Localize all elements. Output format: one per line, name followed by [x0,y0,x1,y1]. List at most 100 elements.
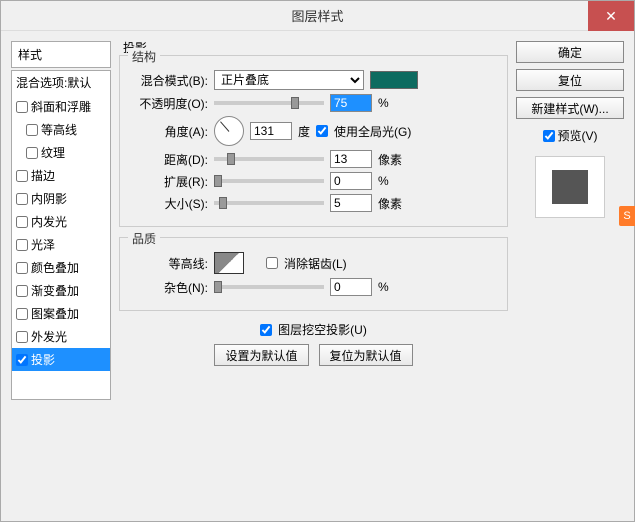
sidebar-blending-options[interactable]: 混合选项:默认 [12,71,110,95]
contour-row: 等高线: 消除锯齿(L) [130,252,497,274]
close-button[interactable]: ✕ [588,1,634,31]
sidebar-item-label: 光泽 [31,236,55,253]
sidebar-item-checkbox[interactable] [16,239,28,251]
preview-swatch [552,170,588,204]
opacity-label: 不透明度(O): [130,95,208,112]
angle-degrees: 度 [298,123,310,140]
sidebar-item-checkbox[interactable] [16,216,28,228]
sidebar-item[interactable]: 斜面和浮雕 [12,95,110,118]
size-slider[interactable] [214,201,324,205]
global-light-checkbox[interactable] [316,125,328,137]
sidebar-item[interactable]: 内阴影 [12,187,110,210]
blend-mode-row: 混合模式(B): 正片叠底 [130,70,497,90]
sidebar-item-checkbox[interactable] [16,285,28,297]
sidebar-item[interactable]: 描边 [12,164,110,187]
distance-slider[interactable] [214,157,324,161]
sidebar-item-checkbox[interactable] [16,308,28,320]
distance-input[interactable] [330,150,372,168]
sidebar-item[interactable]: 投影 [12,348,110,371]
dialog-window: 图层样式 ✕ S 样式 混合选项:默认 斜面和浮雕等高线纹理描边内阴影内发光光泽… [0,0,635,522]
sidebar-item-label: 描边 [31,167,55,184]
quality-label: 品质 [128,230,160,247]
noise-slider[interactable] [214,285,324,289]
blend-mode-label: 混合模式(B): [130,72,208,89]
distance-label: 距离(D): [130,151,208,168]
sidebar-item-label: 内阴影 [31,190,67,207]
preview-label: 预览(V) [558,127,598,144]
antialias-checkbox[interactable] [266,257,278,269]
spread-slider[interactable] [214,179,324,183]
knockout-checkbox[interactable] [260,324,272,336]
sidebar-item[interactable]: 纹理 [12,141,110,164]
sidebar-item-label: 斜面和浮雕 [31,98,91,115]
angle-input[interactable] [250,122,292,140]
main-panel: 投影 结构 混合模式(B): 正片叠底 不透明度(O): % 角度(A): [119,41,508,511]
new-style-button[interactable]: 新建样式(W)... [516,97,624,119]
sidebar-item[interactable]: 颜色叠加 [12,256,110,279]
spread-label: 扩展(R): [130,173,208,190]
sidebar-item-label: 渐变叠加 [31,282,79,299]
size-label: 大小(S): [130,195,208,212]
contour-picker[interactable] [214,252,244,274]
spread-row: 扩展(R): % [130,172,497,190]
sidebar-item-label: 内发光 [31,213,67,230]
distance-row: 距离(D): 像素 [130,150,497,168]
size-row: 大小(S): 像素 [130,194,497,212]
noise-label: 杂色(N): [130,279,208,296]
reset-default-button[interactable]: 复位为默认值 [319,344,413,366]
sidebar-item-checkbox[interactable] [16,262,28,274]
noise-input[interactable] [330,278,372,296]
sidebar-item-checkbox[interactable] [16,331,28,343]
sidebar-item[interactable]: 图案叠加 [12,302,110,325]
titlebar: 图层样式 ✕ [1,1,634,31]
opacity-unit: % [378,96,406,110]
sidebar-item[interactable]: 等高线 [12,118,110,141]
size-input[interactable] [330,194,372,212]
sidebar-item[interactable]: 渐变叠加 [12,279,110,302]
opacity-row: 不透明度(O): % [130,94,497,112]
knockout-label: 图层挖空投影(U) [278,321,367,338]
sidebar-item-label: 颜色叠加 [31,259,79,276]
antialias-label: 消除锯齿(L) [284,255,347,272]
shadow-color-swatch[interactable] [370,71,418,89]
noise-row: 杂色(N): % [130,278,497,296]
sidebar-item[interactable]: 内发光 [12,210,110,233]
knockout-row: 图层挖空投影(U) [119,321,508,338]
structure-label: 结构 [128,48,160,65]
content-area: 样式 混合选项:默认 斜面和浮雕等高线纹理描边内阴影内发光光泽颜色叠加渐变叠加图… [1,31,634,521]
size-unit: 像素 [378,195,406,212]
sidebar-item-label: 等高线 [41,121,77,138]
sidebar-item-checkbox[interactable] [16,354,28,366]
right-column: 确定 复位 新建样式(W)... 预览(V) [516,41,624,511]
blend-mode-select[interactable]: 正片叠底 [214,70,364,90]
angle-row: 角度(A): 度 使用全局光(G) [130,116,497,146]
sidebar-item-checkbox[interactable] [16,170,28,182]
sidebar-item-checkbox[interactable] [26,147,38,159]
preview-box [535,156,605,218]
sidebar-header: 样式 [11,41,111,68]
dialog-title: 图层样式 [291,6,343,25]
noise-unit: % [378,280,406,294]
defaults-row: 设置为默认值 复位为默认值 [119,344,508,366]
contour-label: 等高线: [130,255,208,272]
preview-row: 预览(V) [516,127,624,144]
set-default-button[interactable]: 设置为默认值 [214,344,308,366]
angle-dial[interactable] [214,116,244,146]
spread-input[interactable] [330,172,372,190]
sidebar-item-checkbox[interactable] [16,193,28,205]
styles-sidebar: 样式 混合选项:默认 斜面和浮雕等高线纹理描边内阴影内发光光泽颜色叠加渐变叠加图… [11,41,111,511]
ok-button[interactable]: 确定 [516,41,624,63]
cancel-button[interactable]: 复位 [516,69,624,91]
sidebar-item-label: 图案叠加 [31,305,79,322]
sidebar-item-checkbox[interactable] [16,101,28,113]
sidebar-item-label: 外发光 [31,328,67,345]
sidebar-item[interactable]: 外发光 [12,325,110,348]
spread-unit: % [378,174,406,188]
sidebar-item-label: 投影 [31,351,55,368]
preview-checkbox[interactable] [543,130,555,142]
sidebar-item-checkbox[interactable] [26,124,38,136]
opacity-slider[interactable] [214,101,324,105]
sidebar-item[interactable]: 光泽 [12,233,110,256]
opacity-input[interactable] [330,94,372,112]
structure-group: 结构 混合模式(B): 正片叠底 不透明度(O): % 角度(A): 度 [119,55,508,227]
